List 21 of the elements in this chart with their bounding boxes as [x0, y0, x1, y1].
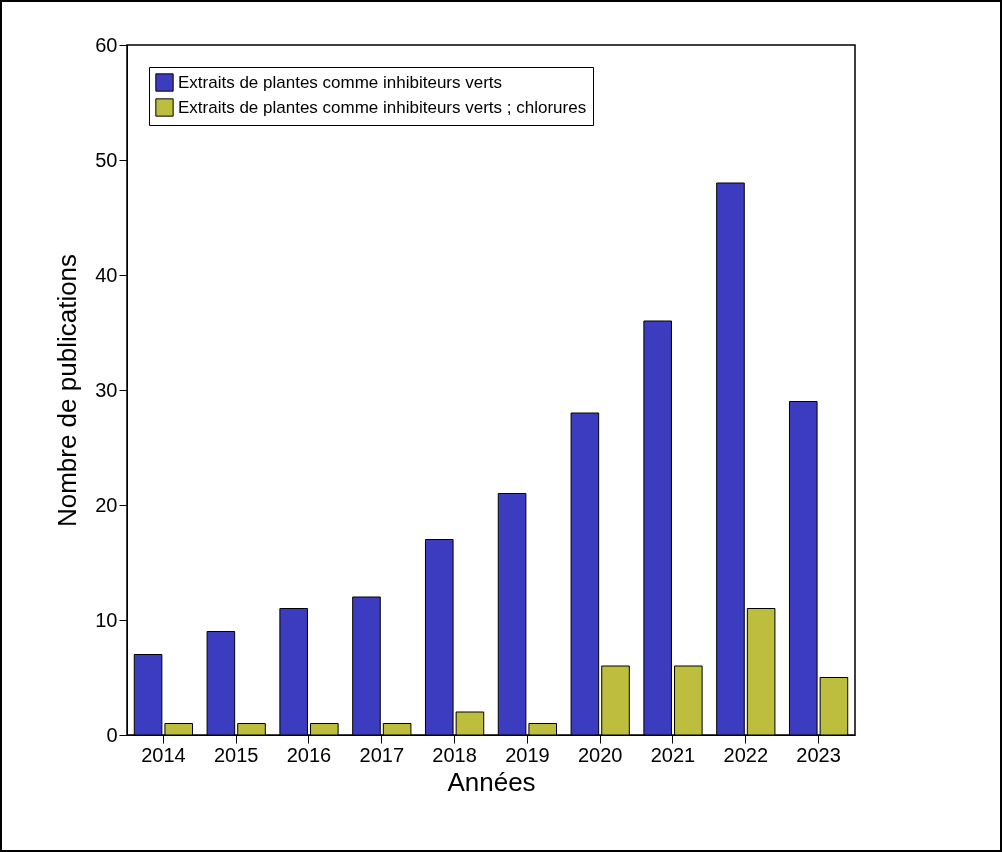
legend-label: Extraits de plantes comme inhibiteurs verts ; chlorures [178, 97, 587, 117]
y-tick-label: 50 [95, 148, 118, 171]
y-tick-label: 40 [95, 263, 118, 286]
y-tick-label: 60 [95, 33, 118, 56]
x-tick-label: 2021 [650, 743, 696, 766]
y-tick-label: 20 [95, 493, 118, 516]
y-tick-label: 0 [106, 723, 118, 746]
x-tick-label: 2015 [213, 743, 259, 766]
x-tick-label: 2017 [359, 743, 405, 766]
y-tick-label: 10 [95, 608, 118, 631]
x-tick-label: 2023 [796, 743, 841, 766]
x-tick-label: 2019 [505, 743, 550, 766]
x-axis-title: Années [447, 766, 536, 797]
x-tick-label: 2022 [723, 743, 769, 766]
x-tick-label: 2016 [286, 743, 332, 766]
x-tick-label: 2018 [432, 743, 477, 766]
y-axis-title: Nombre de publications [52, 253, 83, 528]
y-tick-label: 30 [95, 378, 118, 401]
legend-label: Extraits de plantes comme inhibiteurs verts [178, 72, 503, 92]
x-tick-label: 2014 [141, 743, 186, 766]
x-tick-label: 2020 [577, 743, 623, 766]
